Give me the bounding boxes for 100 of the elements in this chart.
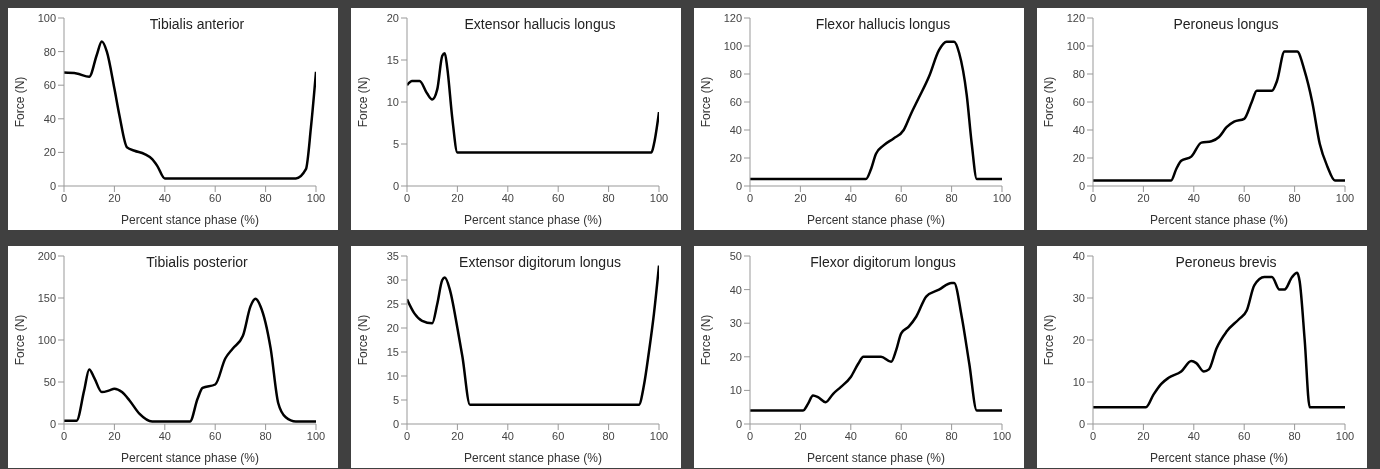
y-tick-label: 50 <box>43 375 56 388</box>
x-tick-label: 20 <box>794 429 807 442</box>
x-tick-label: 20 <box>794 191 807 204</box>
x-tick-label: 60 <box>895 191 908 204</box>
y-tick-label: 100 <box>37 11 56 24</box>
x-tick-label: 40 <box>158 191 171 204</box>
x-tick-label: 60 <box>1238 191 1251 204</box>
y-tick-label: 20 <box>386 321 399 334</box>
x-tick-label: 60 <box>1238 429 1251 442</box>
y-tick-label: 60 <box>1072 95 1085 108</box>
x-tick-label: 0 <box>60 191 68 204</box>
x-tick-label: 20 <box>451 191 464 204</box>
y-tick-label: 0 <box>49 417 56 430</box>
y-tick-label: 80 <box>729 67 742 80</box>
x-tick-label: 80 <box>602 429 615 442</box>
x-tick-label: 60 <box>552 191 565 204</box>
y-axis-title: Force (N) <box>699 314 714 366</box>
x-tick-label: 100 <box>649 429 669 442</box>
y-tick-label: 80 <box>1072 67 1085 80</box>
y-tick-label: 20 <box>1072 151 1085 164</box>
y-tick-label: 15 <box>386 345 399 358</box>
y-tick-label: 0 <box>392 417 399 430</box>
y-tick-label: 200 <box>37 249 56 262</box>
x-tick-label: 80 <box>945 429 958 442</box>
y-tick-label: 30 <box>386 273 399 286</box>
chart-title: Extensor hallucis longus <box>463 16 617 32</box>
x-tick-label: 80 <box>1288 191 1301 204</box>
y-tick-label: 120 <box>723 11 742 24</box>
y-tick-label: 10 <box>729 384 742 397</box>
x-tick-label: 100 <box>1335 429 1355 442</box>
y-tick-label: 0 <box>49 179 56 192</box>
chart-title: Peroneus longus <box>1172 16 1280 32</box>
x-tick-label: 60 <box>552 429 565 442</box>
x-tick-label: 20 <box>1137 429 1150 442</box>
y-tick-label: 40 <box>729 123 742 136</box>
y-tick-label: 25 <box>386 297 399 310</box>
x-tick-label: 60 <box>209 191 222 204</box>
x-tick-label: 100 <box>306 429 326 442</box>
x-tick-label: 80 <box>1288 429 1301 442</box>
x-tick-label: 100 <box>306 191 326 204</box>
y-tick-label: 50 <box>729 249 742 262</box>
y-axis-title: Force (N) <box>699 76 714 128</box>
x-tick-label: 100 <box>1335 191 1355 204</box>
x-tick-label: 40 <box>158 429 171 442</box>
x-tick-label: 60 <box>209 429 222 442</box>
y-tick-label: 100 <box>1066 39 1085 52</box>
y-tick-label: 35 <box>386 249 399 262</box>
x-tick-label: 100 <box>992 191 1012 204</box>
x-tick-label: 40 <box>501 429 514 442</box>
y-tick-label: 60 <box>729 95 742 108</box>
y-tick-label: 10 <box>386 369 399 382</box>
x-tick-label: 0 <box>746 429 754 442</box>
x-axis-title: Percent stance phase (%) <box>806 213 946 227</box>
y-axis-title: Force (N) <box>13 76 28 128</box>
x-tick-label: 40 <box>501 191 514 204</box>
x-axis-title: Percent stance phase (%) <box>806 451 946 465</box>
line-series <box>407 52 659 154</box>
chart-title: Tibialis anterior <box>148 16 246 32</box>
x-tick-label: 100 <box>992 429 1012 442</box>
x-tick-label: 40 <box>1187 191 1200 204</box>
x-axis-title: Percent stance phase (%) <box>1149 213 1289 227</box>
line-series <box>1093 271 1345 409</box>
y-tick-label: 0 <box>1078 179 1085 192</box>
x-tick-label: 0 <box>403 191 411 204</box>
y-tick-label: 40 <box>43 112 56 125</box>
y-tick-label: 10 <box>1072 375 1085 388</box>
y-tick-label: 40 <box>1072 249 1085 262</box>
y-axis-title: Force (N) <box>13 314 28 366</box>
x-tick-label: 80 <box>602 191 615 204</box>
x-tick-label: 20 <box>1137 191 1150 204</box>
x-tick-label: 80 <box>259 429 272 442</box>
x-tick-label: 60 <box>895 429 908 442</box>
y-tick-label: 15 <box>386 53 399 66</box>
x-tick-label: 0 <box>746 191 754 204</box>
x-tick-label: 20 <box>108 429 121 442</box>
x-tick-label: 40 <box>844 191 857 204</box>
y-axis-title: Force (N) <box>356 314 371 366</box>
y-tick-label: 5 <box>392 137 399 150</box>
chart-title: Flexor digitorum longus <box>809 254 957 270</box>
x-axis-title: Percent stance phase (%) <box>1149 451 1289 465</box>
y-axis-title: Force (N) <box>1042 76 1057 128</box>
x-tick-label: 20 <box>451 429 464 442</box>
x-axis-title: Percent stance phase (%) <box>463 451 603 465</box>
y-tick-label: 120 <box>1066 11 1085 24</box>
y-tick-label: 100 <box>37 333 56 346</box>
y-tick-label: 20 <box>386 11 399 24</box>
x-axis-title: Percent stance phase (%) <box>463 213 603 227</box>
x-tick-label: 80 <box>259 191 272 204</box>
x-tick-label: 20 <box>108 191 121 204</box>
y-tick-label: 0 <box>1078 417 1085 430</box>
line-series <box>1093 50 1345 182</box>
y-tick-label: 20 <box>1072 333 1085 346</box>
x-tick-label: 0 <box>1089 191 1097 204</box>
y-tick-label: 40 <box>1072 123 1085 136</box>
y-tick-label: 100 <box>723 39 742 52</box>
chart-title: Tibialis posterior <box>145 254 249 270</box>
y-tick-label: 40 <box>729 283 742 296</box>
y-tick-label: 80 <box>43 45 56 58</box>
y-tick-label: 5 <box>392 393 399 406</box>
chart-title: Extensor digitorum longus <box>458 254 622 270</box>
